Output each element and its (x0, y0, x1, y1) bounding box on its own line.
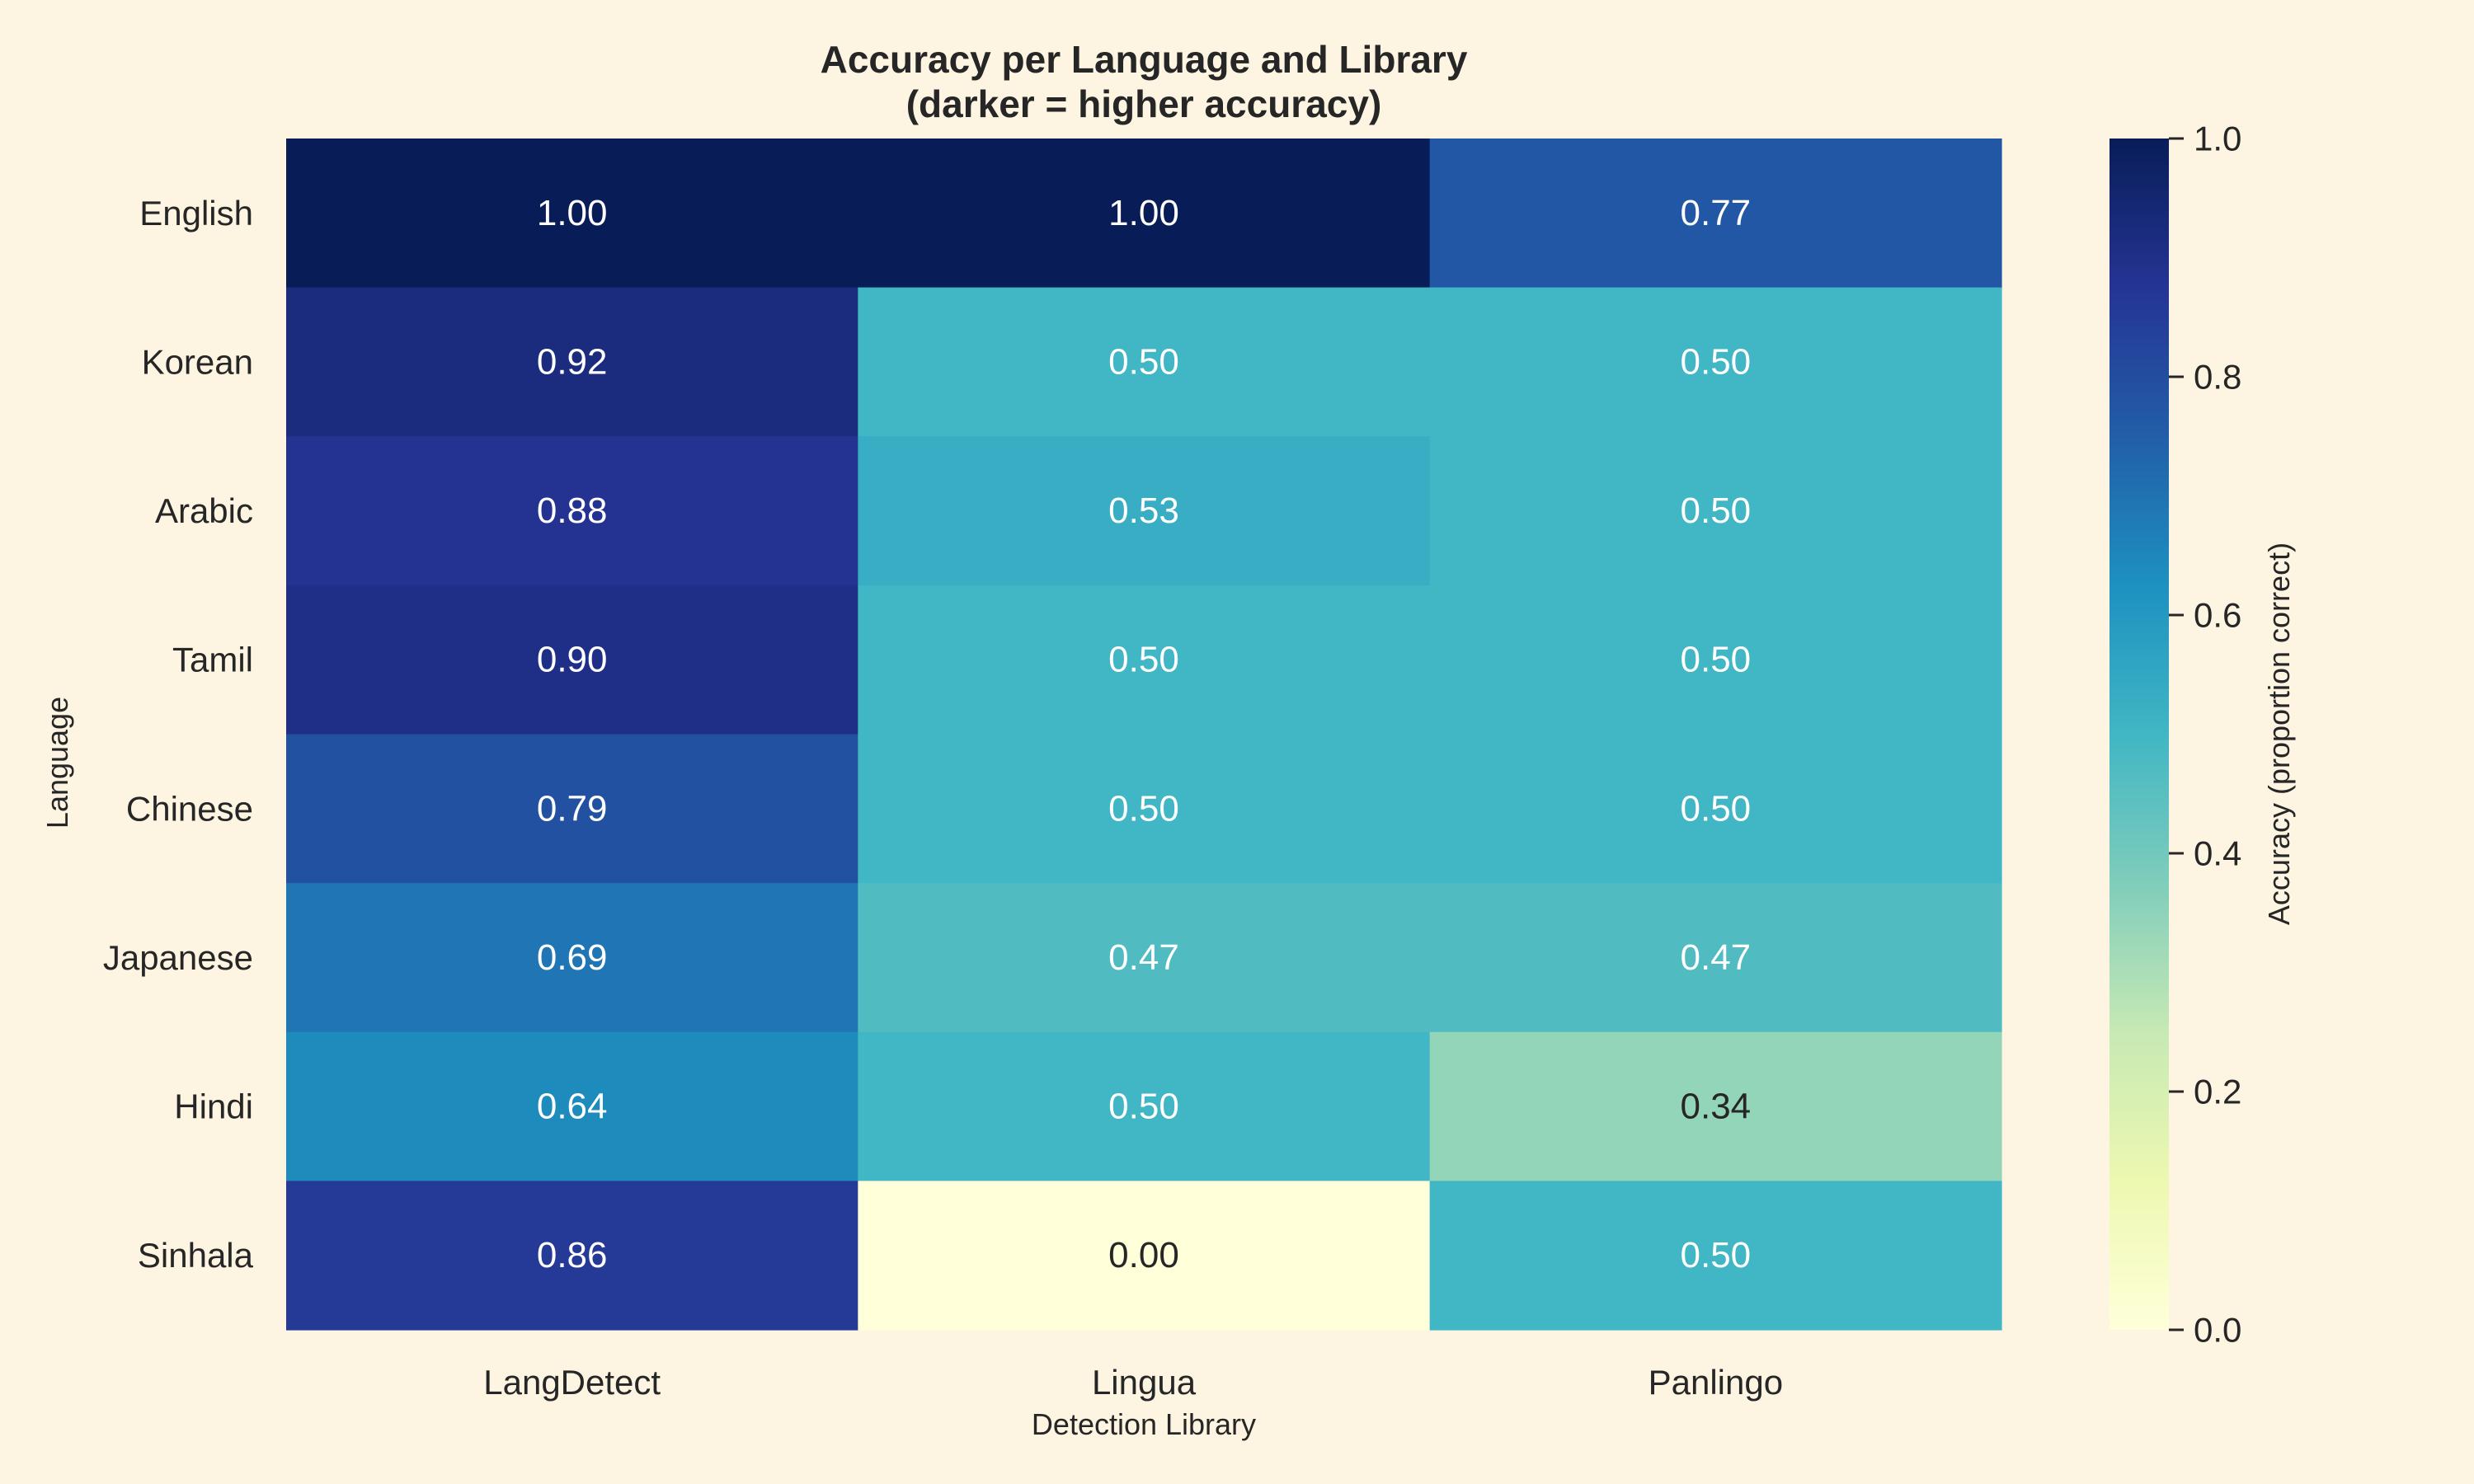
y-tick-label: Chinese (126, 789, 253, 828)
colorbar-tick-label: 1.0 (2194, 120, 2241, 158)
heatmap-cell-labels: 1.00 1.00 0.77 0.92 0.50 0.50 0.88 0.53 0.50 0.90… (537, 193, 1751, 1275)
heatmap-cell-value: 0.50 (1681, 640, 1752, 680)
heatmap-cells (286, 139, 2002, 1331)
heatmap-cell-value: 0.69 (537, 937, 608, 978)
heatmap-cell (858, 1181, 1431, 1331)
heatmap-cell-value: 0.86 (537, 1235, 608, 1275)
y-tick-label: English (139, 194, 253, 232)
heatmap-cell (858, 734, 1431, 884)
heatmap-cell (286, 585, 858, 735)
heatmap-cell (858, 883, 1431, 1033)
x-tick-label: LangDetect (483, 1363, 661, 1402)
heatmap-cell-value: 0.50 (1681, 491, 1752, 531)
heatmap-cell-value: 1.00 (537, 193, 608, 233)
heatmap-cell (286, 139, 858, 289)
heatmap-cell (1429, 1031, 2002, 1181)
heatmap-cell (286, 1031, 858, 1181)
y-tick-label: Arabic (155, 491, 253, 530)
y-tick-label: Hindi (174, 1087, 253, 1126)
heatmap-cell-value: 0.34 (1681, 1087, 1752, 1127)
heatmap-cell (286, 436, 858, 586)
y-tick-label: Japanese (103, 938, 253, 977)
heatmap-cell-value: 0.53 (1108, 491, 1179, 531)
heatmap-cell-value: 0.77 (1681, 193, 1752, 233)
y-axis-label: Language (40, 697, 74, 829)
heatmap-cell-value: 0.50 (1681, 341, 1752, 382)
heatmap-cell (286, 883, 858, 1033)
colorbar (2109, 139, 2169, 1330)
colorbar-tick-label: 0.6 (2194, 596, 2241, 635)
heatmap-cell-value: 0.50 (1108, 788, 1179, 829)
x-tick-label: Panlingo (1649, 1363, 1783, 1402)
heatmap-cell-value: 0.50 (1108, 1087, 1179, 1127)
heatmap-cell (286, 1181, 858, 1331)
heatmap-cell-value: 0.79 (537, 788, 608, 829)
colorbar-ticks: 0.0 0.2 0.4 0.6 0.8 1.0 (2169, 120, 2241, 1350)
x-tick-label: Lingua (1092, 1363, 1197, 1402)
heatmap-cell-value: 0.92 (537, 341, 608, 382)
heatmap-cell-value: 0.50 (1108, 341, 1179, 382)
x-axis-label: Detection Library (1032, 1407, 1256, 1441)
heatmap-cell (1429, 883, 2002, 1033)
heatmap-cell (858, 436, 1431, 586)
chart-title: Accuracy per Language and Library (821, 38, 1468, 81)
y-axis-tick-labels: English Korean Arabic Tamil Chinese Japanese H… (103, 194, 254, 1275)
heatmap-cell (1429, 436, 2002, 586)
colorbar-label: Accuracy (proportion correct) (2262, 542, 2296, 925)
heatmap-cell (1429, 734, 2002, 884)
heatmap-cell (858, 139, 1431, 289)
heatmap-cell (1429, 139, 2002, 289)
heatmap-cell (858, 585, 1431, 735)
chart-subtitle: (darker = higher accuracy) (906, 82, 1382, 125)
heatmap-cell (858, 1031, 1431, 1181)
y-tick-label: Sinhala (138, 1236, 254, 1275)
heatmap-cell (286, 734, 858, 884)
colorbar-tick-label: 0.4 (2194, 834, 2241, 873)
colorbar-tick-label: 0.2 (2194, 1073, 2241, 1111)
heatmap-cell-value: 0.47 (1681, 937, 1752, 978)
heatmap-cell (286, 287, 858, 437)
colorbar-tick-label: 0.0 (2194, 1311, 2241, 1350)
heatmap-cell-value: 0.47 (1108, 937, 1179, 978)
heatmap-cell (1429, 1181, 2002, 1331)
heatmap-cell-value: 0.50 (1108, 640, 1179, 680)
heatmap-cell-value: 0.64 (537, 1087, 608, 1127)
x-axis-tick-labels: LangDetect Lingua Panlingo (483, 1363, 1783, 1402)
heatmap-cell-value: 0.00 (1108, 1235, 1179, 1275)
colorbar-tick-label: 0.8 (2194, 358, 2241, 397)
heatmap-cell-value: 0.90 (537, 640, 608, 680)
heatmap-cell (1429, 585, 2002, 735)
heatmap-cell (858, 287, 1431, 437)
heatmap-cell-value: 0.50 (1681, 1235, 1752, 1275)
heatmap-cell-value: 0.50 (1681, 788, 1752, 829)
y-tick-label: Korean (142, 342, 253, 381)
heatmap-cell-value: 0.88 (537, 491, 608, 531)
y-tick-label: Tamil (172, 641, 253, 679)
heatmap-cell-value: 1.00 (1108, 193, 1179, 233)
heatmap-cell (1429, 287, 2002, 437)
